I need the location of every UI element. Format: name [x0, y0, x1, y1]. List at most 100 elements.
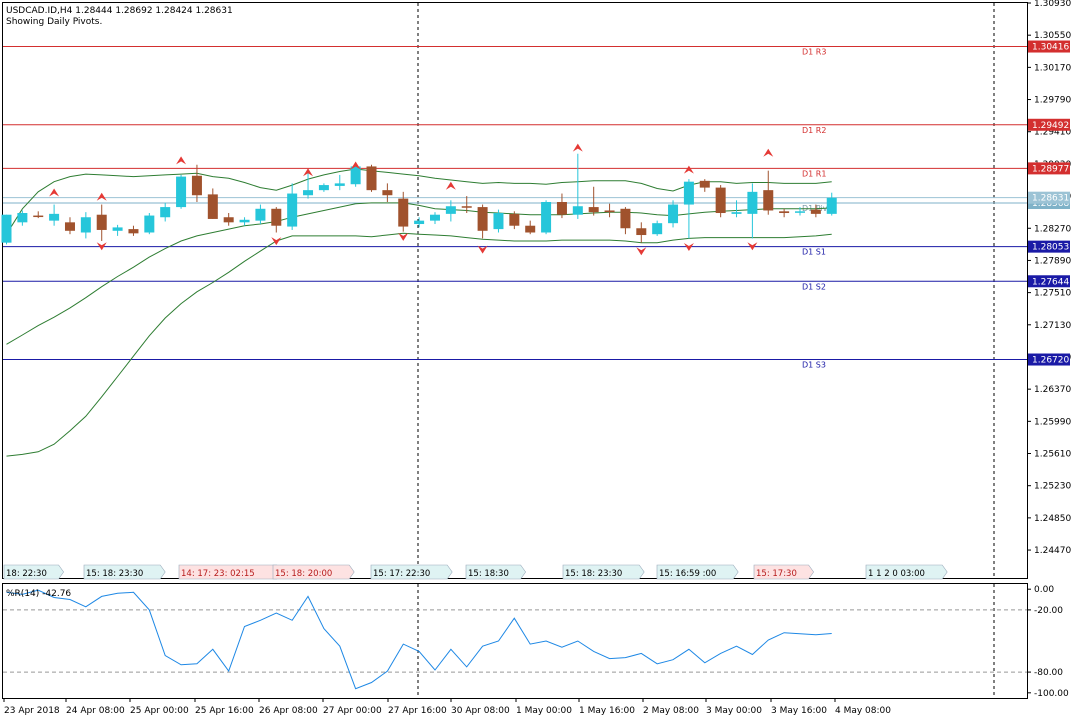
candle-body [144, 215, 155, 233]
session-marker: 15: 18: 20:00 [272, 564, 355, 580]
candle [1, 214, 12, 245]
candle-body [414, 220, 425, 225]
bollinger-bands [6, 168, 832, 457]
candle-body [461, 206, 472, 208]
session-markers: 18: 22:30 15: 18: 23:30 14: 17: 23: 02:15 1… [3, 564, 948, 580]
candle-body [112, 227, 123, 231]
candle [49, 204, 60, 226]
session-marker-box [753, 564, 814, 580]
session-marker: 15: 17:30 [753, 564, 814, 580]
candle [731, 200, 742, 218]
candle-body [1, 214, 12, 243]
session-marker-box [272, 564, 355, 580]
candle [318, 183, 329, 192]
candle [699, 179, 710, 192]
candle-body [17, 213, 28, 223]
price-tick-label: 1.27130 [1034, 321, 1071, 331]
candle-body [731, 212, 742, 214]
session-marker-box [465, 564, 526, 580]
candle [80, 212, 91, 239]
time-tick-label: 24 Apr 08:00 [66, 706, 125, 716]
pivot-price-tag [1028, 353, 1070, 366]
fractal-up-marker [763, 148, 774, 157]
candle-body [191, 175, 202, 196]
fractal-down-marker [271, 237, 282, 246]
candle [160, 202, 171, 222]
candle [17, 210, 28, 226]
candle [668, 200, 679, 228]
wpr-tick-label: -100.00 [1034, 689, 1069, 699]
candle [795, 207, 805, 216]
candle [191, 164, 202, 203]
time-tick-label: 27 Apr 00:00 [323, 706, 382, 716]
wpr-tick-label: -20.00 [1034, 606, 1063, 616]
candle [652, 220, 663, 236]
fractal-down-marker [636, 247, 647, 256]
pivot-line-label: D1 S3 [802, 361, 826, 370]
fractal-up-marker [303, 168, 314, 177]
candle [414, 217, 425, 228]
bollinger-middle-line [6, 202, 832, 345]
candle [588, 186, 599, 216]
candle-body [604, 210, 615, 213]
candle-body [334, 183, 345, 186]
candle [429, 212, 440, 225]
price-tick-label: 1.29790 [1034, 96, 1071, 106]
candle-body [572, 206, 583, 215]
candle [366, 164, 377, 192]
candle [287, 183, 298, 230]
session-marker: 15: 18: 23:30 [562, 564, 645, 580]
candle [620, 207, 631, 235]
candle-body [303, 190, 314, 196]
price-tick-label: 1.26370 [1034, 385, 1071, 395]
price-tick-label: 1.24470 [1034, 546, 1071, 556]
candle-body [715, 187, 726, 214]
candle-body [207, 194, 218, 219]
candle [334, 174, 345, 191]
session-marker: 15: 17: 22:30 [370, 564, 453, 580]
candle-body [128, 229, 139, 234]
candle [572, 153, 583, 219]
candle-body [826, 197, 837, 214]
candle [382, 183, 393, 203]
session-marker: 15: 18:30 [465, 564, 526, 580]
session-marker-label: 15: 16:59 :00 [659, 569, 716, 579]
time-tick-label: 1 May 16:00 [579, 706, 635, 716]
pivot-line-label: D1 R1 [802, 169, 826, 178]
symbol-ohlc-line: USDCAD.ID,H4 1.28444 1.28692 1.28424 1.2… [6, 6, 233, 16]
price-axis[interactable]: 1.309301.305501.301701.297901.294101.290… [1027, 0, 1071, 556]
candle [509, 211, 520, 230]
candle [715, 185, 726, 218]
candle [239, 217, 250, 226]
time-tick-label: 25 Apr 16:00 [195, 706, 254, 716]
time-tick-label: 25 Apr 00:00 [130, 706, 189, 716]
session-marker: 14: 17: 23: 02:15 [178, 564, 283, 580]
fractal-up-marker [683, 165, 694, 174]
candle-body [271, 208, 282, 226]
fractal-down-marker [683, 243, 694, 252]
pivot-price-tag-label: 1.28053 [1032, 243, 1069, 253]
candle [223, 213, 234, 226]
time-axis[interactable]: 23 Apr 2018 24 Apr 08:00 25 Apr 00:00 25 Ap… [3, 698, 891, 716]
wpr-tick-label: 0.00 [1034, 585, 1054, 595]
pivot-indicator-note: Showing Daily Pivots. [6, 17, 102, 27]
candle [271, 207, 282, 233]
session-marker-label: 18: 22:30 [6, 569, 47, 579]
price-tick-label: 1.25610 [1034, 450, 1071, 460]
candle-body [287, 193, 298, 227]
session-marker-box [562, 564, 645, 580]
price-tick-label: 1.25230 [1034, 482, 1071, 492]
candle-body [668, 204, 679, 224]
candle [350, 164, 361, 187]
wpr-title: %R(14) -42.76 [6, 589, 71, 599]
wpr-tick-label: -80.00 [1034, 668, 1063, 678]
session-marker-label: 14: 17: 23: 02:15 [181, 569, 255, 579]
candle [398, 191, 409, 232]
session-marker-box [656, 564, 739, 580]
candle-body [445, 206, 456, 214]
pivot-price-tag [1028, 275, 1070, 288]
candle [525, 220, 536, 235]
session-marker-label: 15: 18:30 [468, 569, 509, 579]
